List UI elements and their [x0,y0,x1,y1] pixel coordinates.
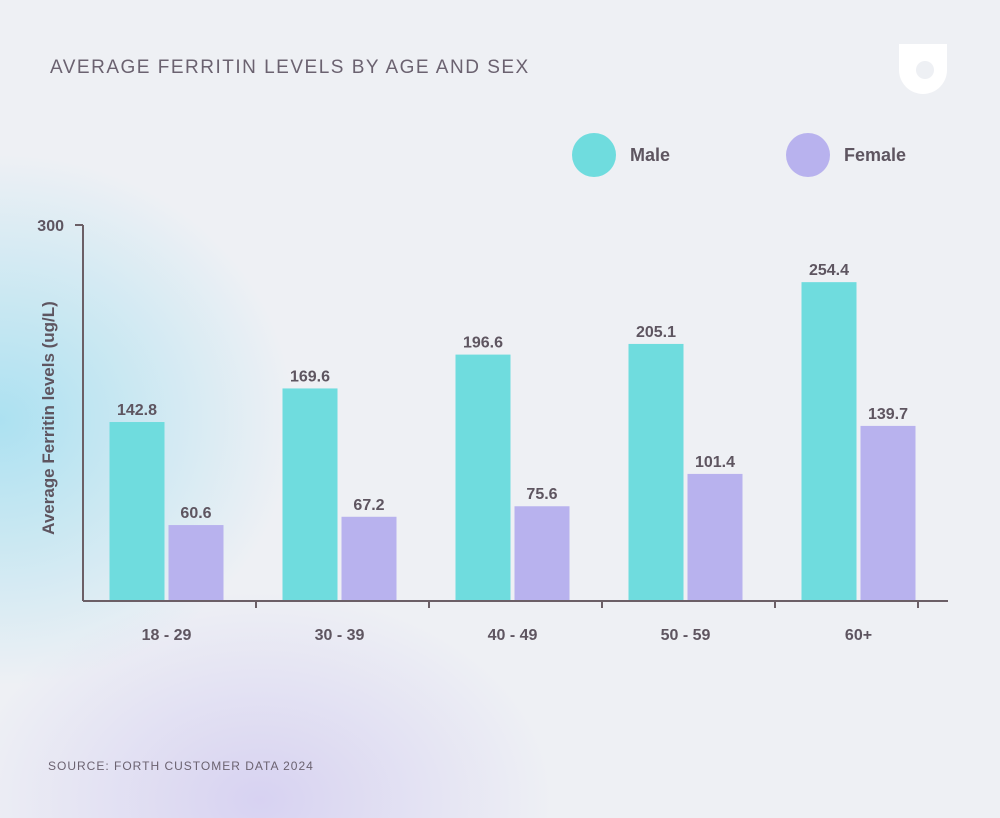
legend-swatch-female [786,133,830,177]
legend-item-female: Female [786,133,906,177]
data-label-female: 139.7 [868,406,908,423]
data-label-male: 196.6 [463,335,503,352]
legend-swatch-male [572,133,616,177]
y-tick-label: 300 [37,218,64,235]
x-tick-label: 40 - 49 [488,627,538,644]
forth-drop-logo-icon [899,44,947,94]
source-note: SOURCE: FORTH CUSTOMER DATA 2024 [48,759,314,773]
y-axis-title: Average Ferritin levels (ug/L) [39,301,58,535]
bar-female [860,425,916,600]
data-label-male: 169.6 [290,368,330,385]
bar-female [687,473,743,600]
legend-item-male: Male [572,133,670,177]
data-label-female: 67.2 [353,497,384,514]
x-tick-label: 60+ [845,627,872,644]
chart-title: AVERAGE FERRITIN LEVELS BY AGE AND SEX [50,57,530,78]
data-label-female: 60.6 [180,505,211,522]
x-tick-label: 30 - 39 [315,627,365,644]
x-tick-label: 18 - 29 [142,627,192,644]
bar-female [514,506,570,600]
data-label-male: 142.8 [117,402,157,419]
data-label-female: 101.4 [695,454,735,471]
bar-female [341,516,397,600]
data-label-female: 75.6 [526,486,557,503]
data-label-male: 254.4 [809,262,849,279]
data-label-male: 205.1 [636,324,676,341]
bar-male [109,422,165,600]
legend-label-female: Female [844,144,907,165]
bar-female [168,525,224,600]
legend-label-male: Male [630,144,671,165]
bar-male [801,282,857,600]
bar-male [282,388,338,600]
bar-male [455,354,511,600]
x-tick-label: 50 - 59 [661,627,711,644]
bar-male [628,343,684,600]
